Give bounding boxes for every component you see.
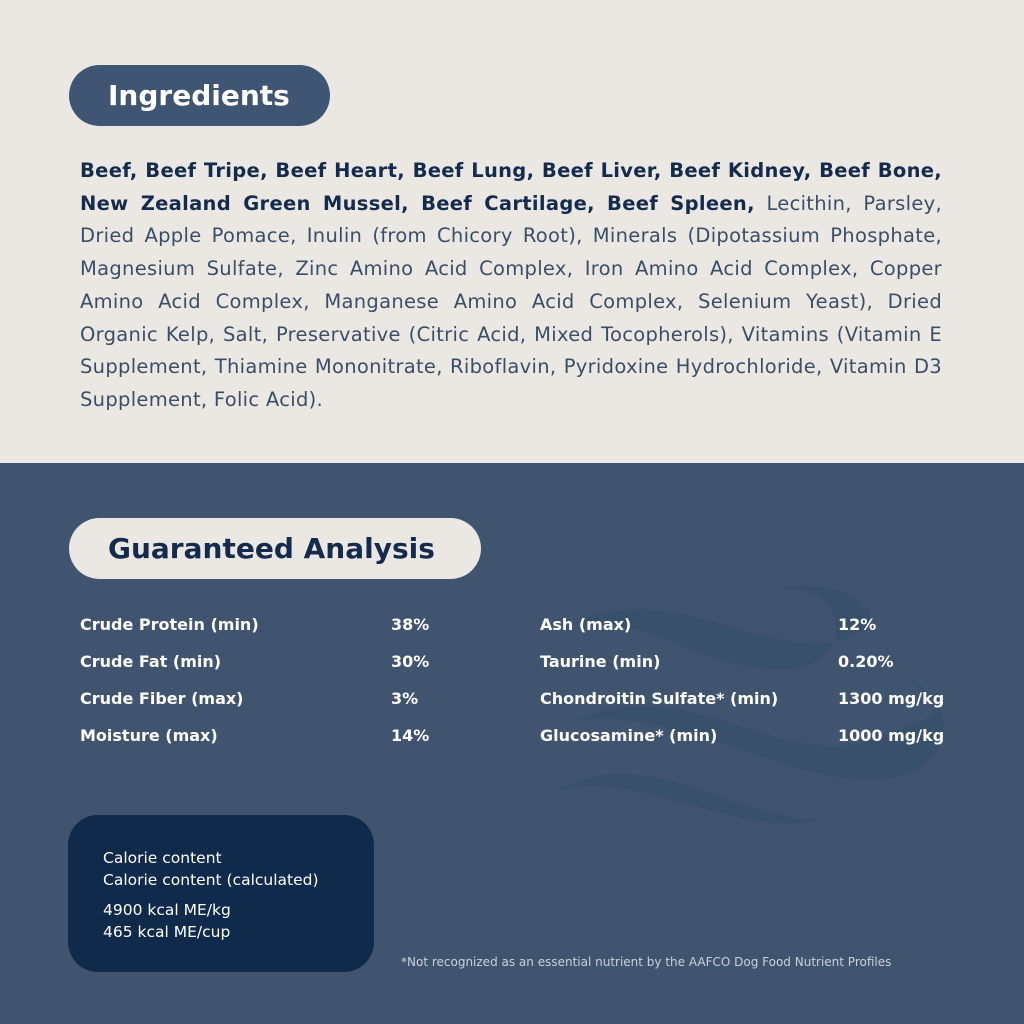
nutrient-name: Chondroitin Sulfate* (min) (540, 689, 779, 708)
nutrient-name: Glucosamine* (min) (540, 726, 718, 745)
nutrient-value: 3% (391, 689, 419, 708)
calorie-label: Calorie content (103, 849, 222, 867)
analysis-right-values: 12% 0.20% 1300 mg/kg 1000 mg/kg (838, 606, 944, 754)
nutrient-value: 1000 mg/kg (838, 726, 945, 745)
analysis-left-values: 38% 30% 3% 14% (391, 606, 429, 754)
other-ingredients: Lecithin, Parsley, Dried Apple Pomace, I… (80, 191, 942, 411)
nutrient-value: 1300 mg/kg (838, 689, 945, 708)
nutrient-value: 14% (391, 726, 430, 745)
ingredients-list: Beef, Beef Tripe, Beef Heart, Beef Lung,… (80, 155, 942, 417)
nutrient-name: Crude Protein (min) (80, 615, 259, 634)
calorie-box: Calorie content Calorie content (calcula… (68, 815, 374, 972)
nutrient-value: 38% (391, 615, 430, 634)
nutrient-name: Taurine (min) (540, 652, 661, 671)
nutrient-name: Moisture (max) (80, 726, 218, 745)
analysis-left-names: Crude Protein (min) Crude Fat (min) Crud… (80, 606, 259, 754)
nutrient-name: Ash (max) (540, 615, 632, 634)
main-ingredients: Beef, Beef Tripe, Beef Heart, Beef Lung,… (80, 159, 942, 215)
calorie-calculated-label: Calorie content (calculated) (103, 871, 319, 889)
analysis-heading: Guaranteed Analysis (69, 518, 481, 579)
footnote: *Not recognized as an essential nutrient… (401, 955, 892, 969)
wave-decoration-icon (560, 585, 944, 824)
ingredients-heading: Ingredients (69, 65, 330, 126)
nutrient-value: 30% (391, 652, 430, 671)
calorie-per-cup: 465 kcal ME/cup (103, 923, 231, 941)
analysis-right-names: Ash (max) Taurine (min) Chondroitin Sulf… (540, 606, 778, 754)
nutrient-name: Crude Fiber (max) (80, 689, 244, 708)
nutrient-value: 12% (838, 615, 877, 634)
nutrient-value: 0.20% (838, 652, 894, 671)
nutrient-name: Crude Fat (min) (80, 652, 222, 671)
calorie-per-kg: 4900 kcal ME/kg (103, 901, 231, 919)
